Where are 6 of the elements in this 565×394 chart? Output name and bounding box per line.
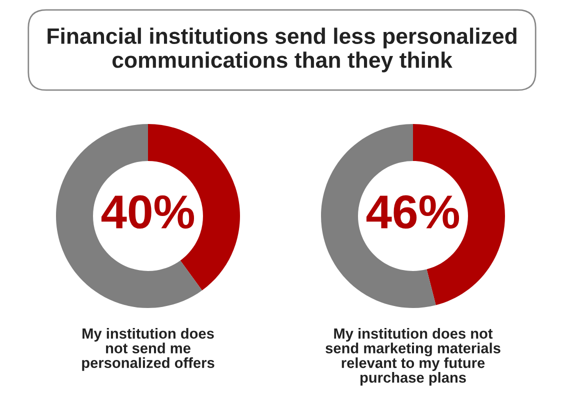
data-label: 40%: [101, 195, 194, 229]
data-label: 46%: [366, 195, 460, 229]
text: My institution does not send marketing materials relevant to my future purchase plans: [326, 328, 500, 386]
chart-title: Financial institutions send less personalized communications than they think: [48, 28, 516, 72]
donut-slice: [56, 124, 202, 308]
text: My institution does not send me personalized offers: [82, 328, 214, 371]
